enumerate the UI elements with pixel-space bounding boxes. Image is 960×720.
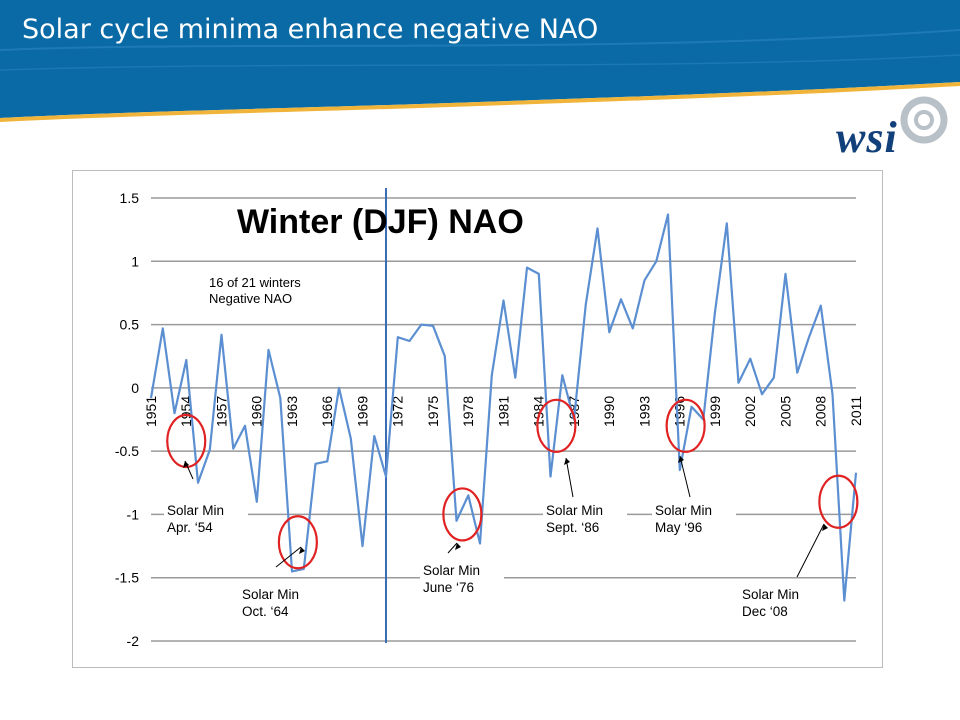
solar-min-label-bg <box>652 501 736 537</box>
x-tick-label: 2011 <box>848 396 864 426</box>
solar-min-label-bg <box>164 501 248 537</box>
y-tick-label: -0.5 <box>115 443 139 459</box>
solar-min-arrowhead <box>299 547 305 554</box>
solar-min-arrow <box>275 546 302 568</box>
x-tick-label: 2008 <box>813 396 829 427</box>
y-tick-label: 1.5 <box>120 190 140 206</box>
x-tick-label: 1981 <box>496 396 512 427</box>
solar-min-circle <box>536 398 577 453</box>
solar-min-label-bg <box>239 585 323 621</box>
x-tick-label: 1972 <box>390 396 406 427</box>
y-tick-label: -2 <box>127 633 140 649</box>
solar-min-arrowhead <box>455 543 461 550</box>
solar-min-circle <box>442 487 483 542</box>
solar-min-label-bg <box>420 561 504 597</box>
solar-min-arrow <box>565 457 574 498</box>
solar-min-label: Solar Min Dec ‘08 <box>742 587 799 619</box>
x-tick-label: 2002 <box>742 396 758 427</box>
solar-min-arrow <box>796 523 825 578</box>
x-tick-label: 1993 <box>637 396 653 427</box>
x-tick-label: 1963 <box>284 396 300 427</box>
solar-min-arrowhead <box>678 456 684 463</box>
solar-min-label-bg <box>739 585 823 621</box>
solar-min-arrowhead <box>564 458 570 465</box>
x-tick-label: 1975 <box>425 396 441 427</box>
x-tick-label: 1960 <box>249 396 265 427</box>
logo-text: wsi <box>836 113 898 162</box>
y-tick-label: -1 <box>127 506 140 522</box>
solar-min-arrow <box>679 455 691 498</box>
x-tick-label: 1999 <box>707 396 723 427</box>
wsi-logo: wsi <box>836 92 948 162</box>
nao-series-line <box>149 213 858 602</box>
y-tick-label: -1.5 <box>115 570 139 586</box>
solar-min-label: Solar Min Sept. ‘86 <box>546 503 603 535</box>
x-tick-label: 1951 <box>143 396 159 427</box>
solar-min-label-bg <box>543 501 627 537</box>
solar-min-circle <box>277 515 318 570</box>
x-tick-label: 1957 <box>214 396 230 427</box>
slide-title: Solar cycle minima enhance negative NAO <box>22 14 599 45</box>
solar-min-label: Solar Min May ‘96 <box>655 503 712 535</box>
chart-title: Winter (DJF) NAO <box>237 203 524 241</box>
solar-min-arrowhead <box>183 461 189 468</box>
title-banner <box>0 0 960 122</box>
solar-min-circle <box>166 413 207 469</box>
x-tick-label: 2005 <box>778 396 794 427</box>
x-tick-label: 1969 <box>355 396 371 427</box>
x-tick-label: 1966 <box>319 396 335 427</box>
solar-min-label: Solar Min June ‘76 <box>423 563 480 595</box>
annotation-text: 16 of 21 winters Negative NAO <box>209 275 301 306</box>
x-tick-label: 1978 <box>460 396 476 427</box>
y-tick-label: 1 <box>131 253 139 269</box>
solar-min-label: Solar Min Apr. ‘54 <box>167 503 224 535</box>
y-tick-label: 0 <box>131 380 139 396</box>
solar-min-arrowhead <box>822 524 828 531</box>
solar-min-arrow <box>447 542 458 554</box>
nao-line-chart: 1.510.50-0.5-1-1.5-2 1951 1954 1957 1960 196… <box>115 188 864 649</box>
chart-frame: 1.5 1 0.5 0 -0.5 -1 -1.5 -2 1951 1954 1957 1960 196… <box>72 170 883 668</box>
solar-min-circle <box>818 474 859 529</box>
y-tick-label: 0.5 <box>120 317 140 333</box>
x-tick-label: 1984 <box>531 396 547 427</box>
solar-min-circle <box>665 398 706 453</box>
wsi-swirl-icon <box>900 96 948 144</box>
x-tick-label: 1990 <box>601 396 617 427</box>
solar-min-label: Solar Min Oct. ‘64 <box>242 587 299 619</box>
